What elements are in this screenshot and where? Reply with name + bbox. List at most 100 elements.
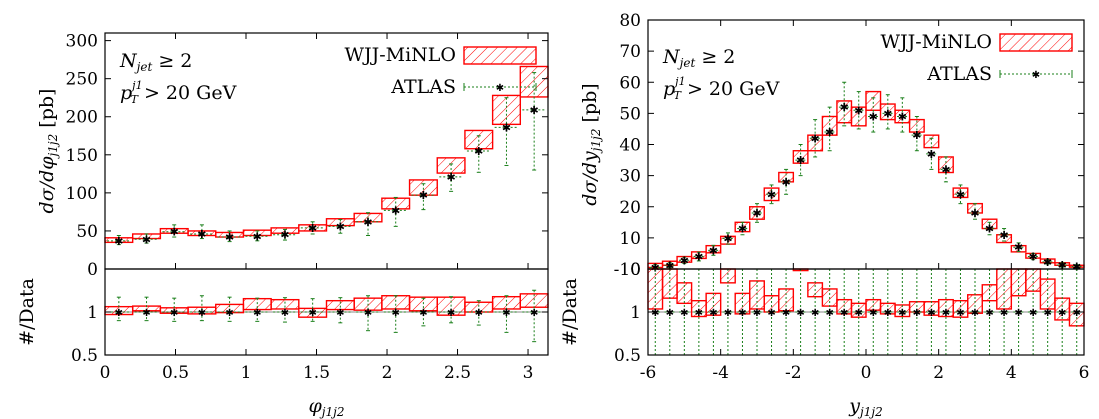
ratio-data-point: ✱ — [840, 308, 848, 319]
y-axis-ticks: 0 10 20 30 40 50 60 70 80 — [619, 11, 1084, 280]
y-tick-label: 250 — [66, 70, 98, 90]
ratio-theory-band — [719, 268, 736, 284]
data-point: ✱ — [752, 207, 761, 220]
ratio-data-point: ✱ — [913, 308, 921, 319]
data-point: ✱ — [446, 171, 455, 184]
ratio-y-axis-ticks: 0.51 — [71, 303, 548, 366]
annotation-njet: Njet ≥ 2 — [119, 50, 192, 74]
annotation-njet: Njet ≥ 2 — [662, 46, 735, 70]
ratio-data-point: ✱ — [225, 308, 233, 319]
ratio-data-point: ✱ — [666, 308, 674, 319]
ratio-y-tick-label: 1 — [630, 303, 641, 323]
ratio-data-point: ✱ — [364, 308, 372, 319]
data-point: ✱ — [883, 107, 892, 120]
legend-label-theory: WJJ-MiNLO — [344, 44, 456, 66]
data-point: ✱ — [665, 259, 674, 272]
annotation-ptcut: pj1 T > 20 GeV — [120, 79, 237, 106]
data-points: ✱ ✱ ✱ ✱ ✱ ✱ ✱ ✱ ✱ ✱ ✱ ✱ ✱ ✱ ✱ ✱ ✱ ✱ ✱ ✱ ✱ ✱ ✱ ✱ ✱ ✱ ✱ ✱ ✱ ✱ — [650, 81, 1082, 274]
y-tick-label: 30 — [619, 167, 641, 187]
ratio-data-point: ✱ — [308, 308, 316, 319]
data-point: ✱ — [927, 148, 936, 161]
annotation-ptcut: pj1 T > 20 GeV — [663, 75, 780, 102]
ratio-data-point: ✱ — [811, 308, 819, 319]
data-point: ✱ — [280, 229, 289, 242]
legend-swatch-theory — [463, 46, 537, 65]
ratio-data-point: ✱ — [170, 308, 178, 319]
theory-band — [807, 134, 824, 152]
y-tick-label: 20 — [619, 198, 641, 218]
x-tick-label: 4 — [1006, 363, 1017, 383]
ratio-panel: ✱ ✱ ✱ ✱ ✱ ✱ ✱ ✱ ✱ ✱ ✱ ✱ ✱ ✱ ✱ ✱ ✱ ✱ ✱ ✱ ✱ ✱ ✱ ✱ ✱ ✱ ✱ ✱ ✱ ✱ — [647, 268, 1085, 356]
x-tick-label: 0.5 — [162, 363, 189, 383]
y-tick-label: 70 — [619, 42, 641, 62]
y-axis-ticks: 0 50 100 150 200 250 300 — [66, 32, 548, 280]
x-tick-label: 1 — [241, 363, 252, 383]
ratio-data-point: ✱ — [709, 308, 717, 319]
ratio-data-point: ✱ — [855, 308, 863, 319]
ratio-data-point: ✱ — [796, 308, 804, 319]
ratio-data-point: ✱ — [142, 308, 150, 319]
data-point: ✱ — [114, 235, 123, 248]
ratio-data-point: ✱ — [738, 308, 746, 319]
data-point: ✱ — [1014, 241, 1023, 254]
legend-label-theory: WJJ-MiNLO — [880, 31, 992, 53]
data-point: ✱ — [391, 204, 400, 217]
data-point: ✱ — [970, 207, 979, 220]
ratio-y-tick-label: -10 — [614, 260, 641, 280]
data-point: ✱ — [1072, 261, 1081, 274]
x-tick-label: -6 — [640, 363, 657, 383]
y-tick-label: 100 — [66, 184, 98, 204]
data-point: ✱ — [530, 104, 539, 117]
ratio-y-axis-label: #/Data — [559, 278, 581, 346]
data-points: ✱ ✱ ✱ ✱ ✱ ✱ ✱ ✱ ✱ ✱ ✱ ✱ ✱ ✱ ✱ ✱ — [107, 72, 546, 248]
data-point: ✱ — [694, 251, 703, 264]
data-point: ✱ — [474, 145, 483, 158]
ratio-theory-band — [1025, 268, 1042, 292]
y-tick-label: 80 — [619, 11, 641, 31]
data-point: ✱ — [796, 154, 805, 167]
data-point: ✱ — [225, 231, 234, 244]
ratio-y-axis-ticks: 0.5 1 -10 — [614, 260, 1084, 366]
data-point: ✱ — [898, 110, 907, 123]
data-point: ✱ — [1043, 256, 1052, 269]
x-tick-label: 0 — [861, 363, 872, 383]
x-tick-label: 2 — [933, 363, 944, 383]
ratio-data-point: ✱ — [1058, 308, 1066, 319]
y-tick-label: 50 — [76, 222, 98, 242]
ratio-data-point: ✱ — [1029, 308, 1037, 319]
data-point: ✱ — [651, 261, 660, 274]
legend-swatch-data-marker: ✱ — [1032, 70, 1040, 81]
data-point: ✱ — [738, 223, 747, 236]
data-point: ✱ — [680, 254, 689, 267]
x-axis-ticks: 0 0.5 1 1.5 2 2.5 3 — [100, 33, 533, 383]
ratio-data-point: ✱ — [253, 308, 261, 319]
x-tick-label: 2.5 — [444, 363, 471, 383]
data-point: ✱ — [869, 110, 878, 123]
panel-left: ✱ ✱ ✱ ✱ ✱ ✱ ✱ ✱ ✱ ✱ ✱ ✱ ✱ ✱ ✱ ✱ ✱ ✱ ✱ ✱ ✱ ✱ ✱ ✱ ✱ ✱ ✱ ✱ ✱ ✱ ✱ ✱ 0 50 100 15… — [16, 32, 549, 419]
legend: WJJ-MiNLO ATLAS ✱ — [344, 44, 537, 98]
theory-band — [923, 134, 940, 149]
data-point: ✱ — [723, 232, 732, 245]
legend-swatch-data-marker: ✱ — [496, 83, 504, 94]
y-tick-label: 50 — [619, 104, 641, 124]
x-axis-label: yj1j2 — [848, 395, 882, 419]
data-point: ✱ — [253, 230, 262, 243]
ratio-y-tick-label: 0.5 — [71, 346, 98, 366]
ratio-data-point: ✱ — [767, 308, 775, 319]
x-tick-label: 2 — [382, 363, 393, 383]
panel-right: ✱ ✱ ✱ ✱ ✱✱✱✱✱✱✱✱ ✱✱ ✱ ✱ ✱ ✱✱✱✱✱✱✱ ✱✱✱ ✱ ✱ ✱✱ ✱ ✱ ✱ ✱ ✱ ✱ ✱ ✱ ✱… — [559, 11, 1089, 419]
data-point: ✱ — [709, 244, 718, 257]
ratio-data-point: ✱ — [651, 308, 659, 319]
ratio-data-point: ✱ — [971, 308, 979, 319]
ratio-panel: ✱ ✱ ✱ ✱ ✱ ✱ ✱ ✱ ✱ ✱ ✱ ✱ ✱ ✱ ✱ ✱ — [104, 289, 549, 343]
ratio-theory-band — [270, 298, 300, 310]
data-point: ✱ — [999, 229, 1008, 242]
ratio-data-point: ✱ — [782, 308, 790, 319]
ratio-data-point: ✱ — [1073, 308, 1081, 319]
ratio-y-axis-label: #/Data — [16, 278, 38, 346]
data-point: ✱ — [170, 226, 179, 239]
data-point: ✱ — [941, 163, 950, 176]
y-tick-label: 40 — [619, 136, 641, 156]
ratio-y-tick-label: 0.5 — [614, 346, 641, 366]
